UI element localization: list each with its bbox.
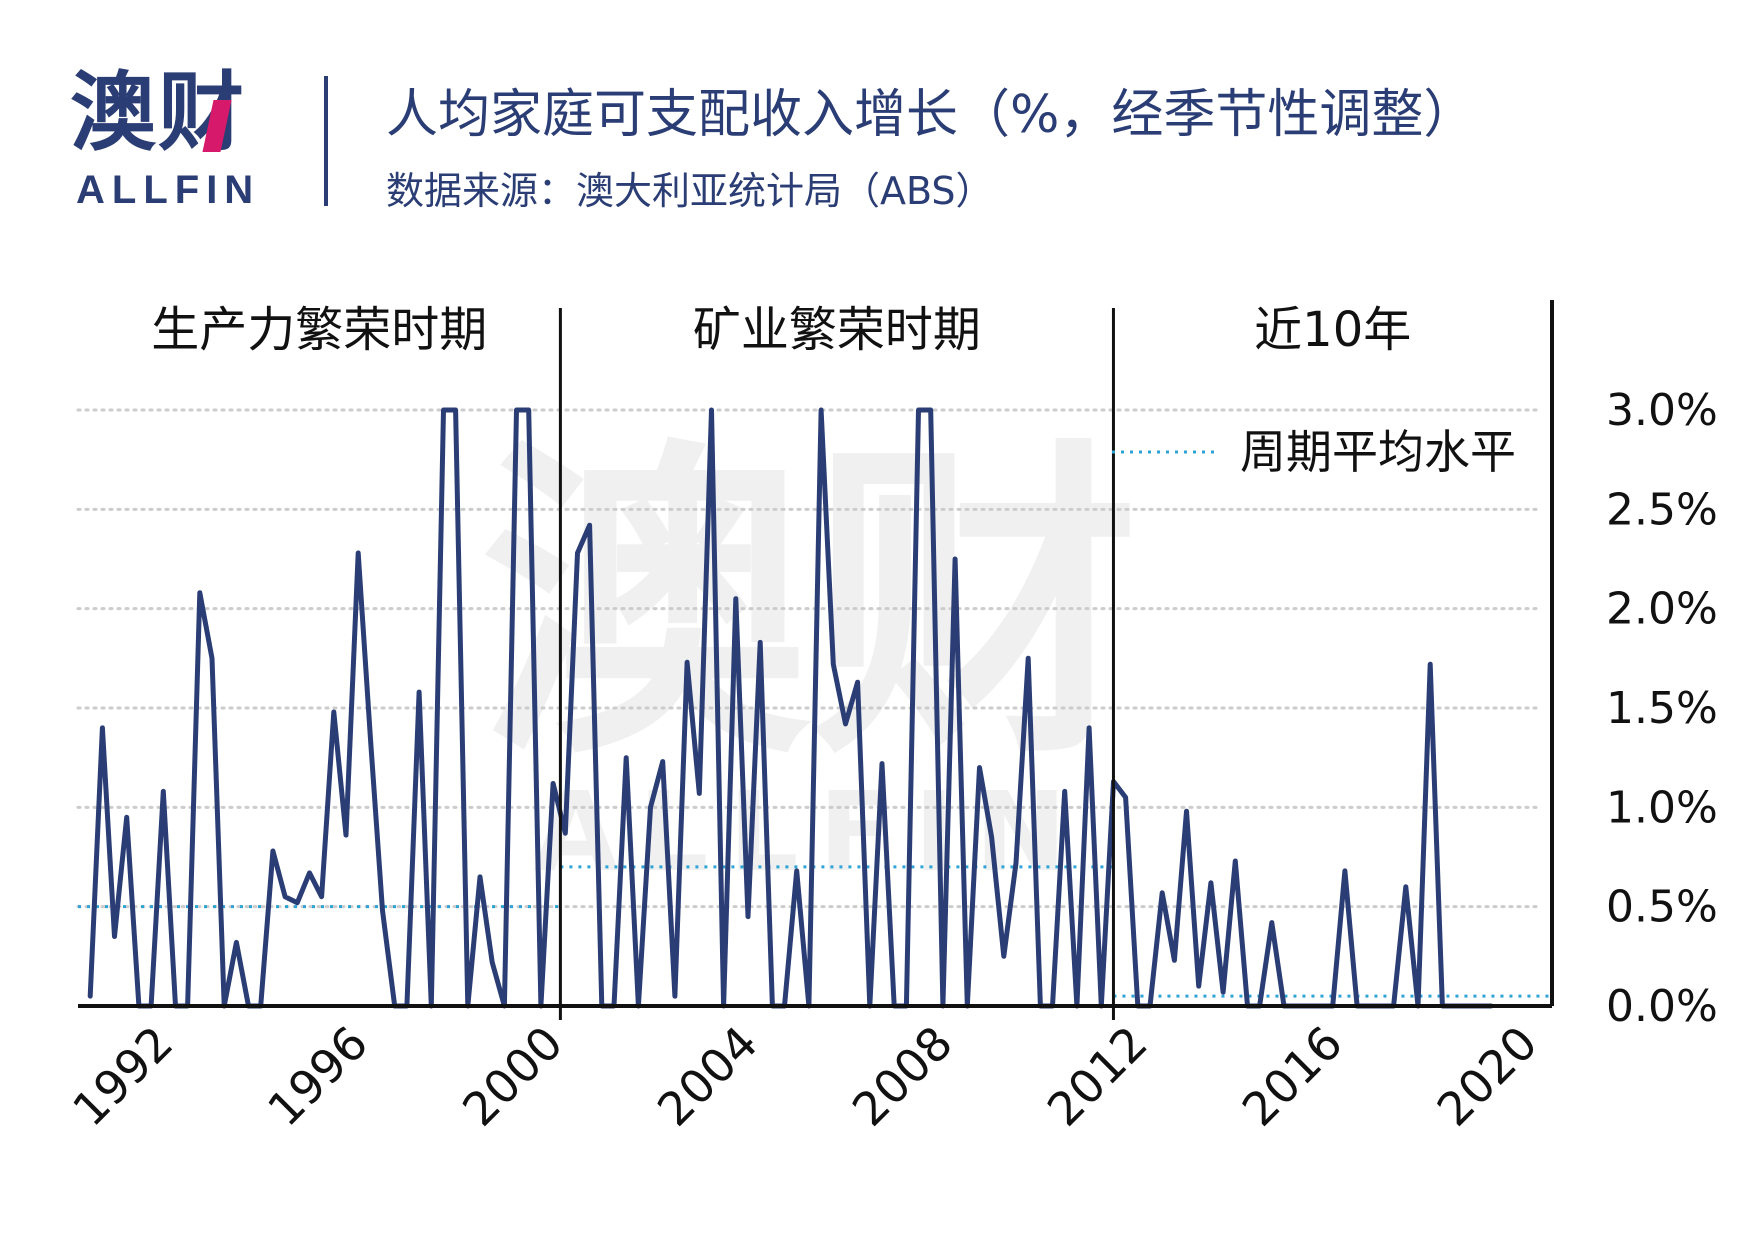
x-tick-label: 2016 [1232, 1016, 1353, 1137]
period-label: 近10年 [1254, 302, 1411, 358]
x-tick-labels: 1992 1996 2000 2004 2008 2012 2016 2020 [62, 1016, 1547, 1137]
axes [78, 300, 1554, 1020]
watermark-text: 澳财 [480, 414, 1140, 798]
y-tick-label: 1.5% [1606, 683, 1718, 734]
x-tick-label: 1992 [62, 1016, 183, 1137]
y-tick-labels: 0.0% 0.5% 1.0% 1.5% 2.0% 2.5% 3.0% [1606, 385, 1718, 1032]
chart-header: 澳财 ALLFIN 人均家庭可支配收入增长（%，经季节性调整） 数据来源：澳大利… [0, 0, 1748, 230]
period-labels: 生产力繁荣时期 矿业繁荣时期 近10年 [151, 302, 1411, 358]
x-tick-label: 2020 [1427, 1016, 1548, 1137]
period-label: 矿业繁荣时期 [693, 302, 981, 358]
brand-logo-subtext: ALLFIN [76, 168, 261, 212]
x-tick-label: 2000 [452, 1016, 573, 1137]
x-tick-label: 2008 [842, 1016, 963, 1137]
legend: 周期平均水平 [1112, 425, 1516, 479]
chart-subtitle: 数据来源：澳大利亚统计局（ABS） [386, 169, 994, 213]
y-tick-label: 2.5% [1606, 484, 1718, 535]
x-tick-label: 2012 [1037, 1016, 1158, 1137]
y-tick-label: 2.0% [1606, 584, 1718, 635]
legend-label: 周期平均水平 [1240, 425, 1516, 479]
period-averages [78, 865, 1552, 998]
header-divider [324, 76, 328, 206]
y-tick-label: 3.0% [1606, 385, 1718, 436]
x-tick-label: 1996 [257, 1016, 378, 1137]
y-tick-label: 1.0% [1606, 782, 1718, 833]
period-label: 生产力繁荣时期 [151, 302, 487, 358]
x-tick-label: 2004 [647, 1016, 768, 1137]
chart-title: 人均家庭可支配收入增长（%，经季节性调整） [386, 85, 1476, 145]
y-tick-label: 0.0% [1606, 981, 1718, 1032]
y-tick-label: 0.5% [1606, 882, 1718, 933]
